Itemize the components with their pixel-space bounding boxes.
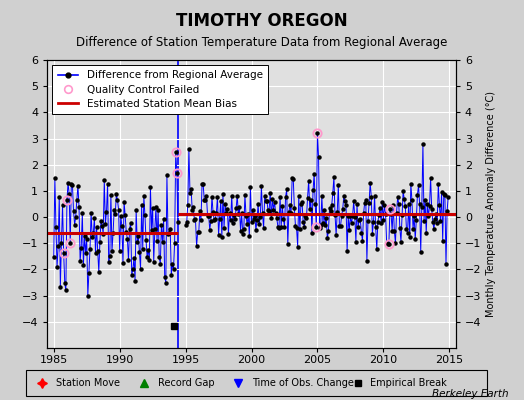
Text: Empirical Break: Empirical Break [370,378,446,388]
Text: Station Move: Station Move [56,378,120,388]
Text: TIMOTHY OREGON: TIMOTHY OREGON [176,12,348,30]
Text: Time of Obs. Change: Time of Obs. Change [252,378,354,388]
Text: Berkeley Earth: Berkeley Earth [432,389,508,399]
Text: Record Gap: Record Gap [158,378,214,388]
Text: Difference of Station Temperature Data from Regional Average: Difference of Station Temperature Data f… [77,36,447,49]
Legend: Difference from Regional Average, Quality Control Failed, Estimated Station Mean: Difference from Regional Average, Qualit… [52,65,268,114]
Y-axis label: Monthly Temperature Anomaly Difference (°C): Monthly Temperature Anomaly Difference (… [486,91,496,317]
